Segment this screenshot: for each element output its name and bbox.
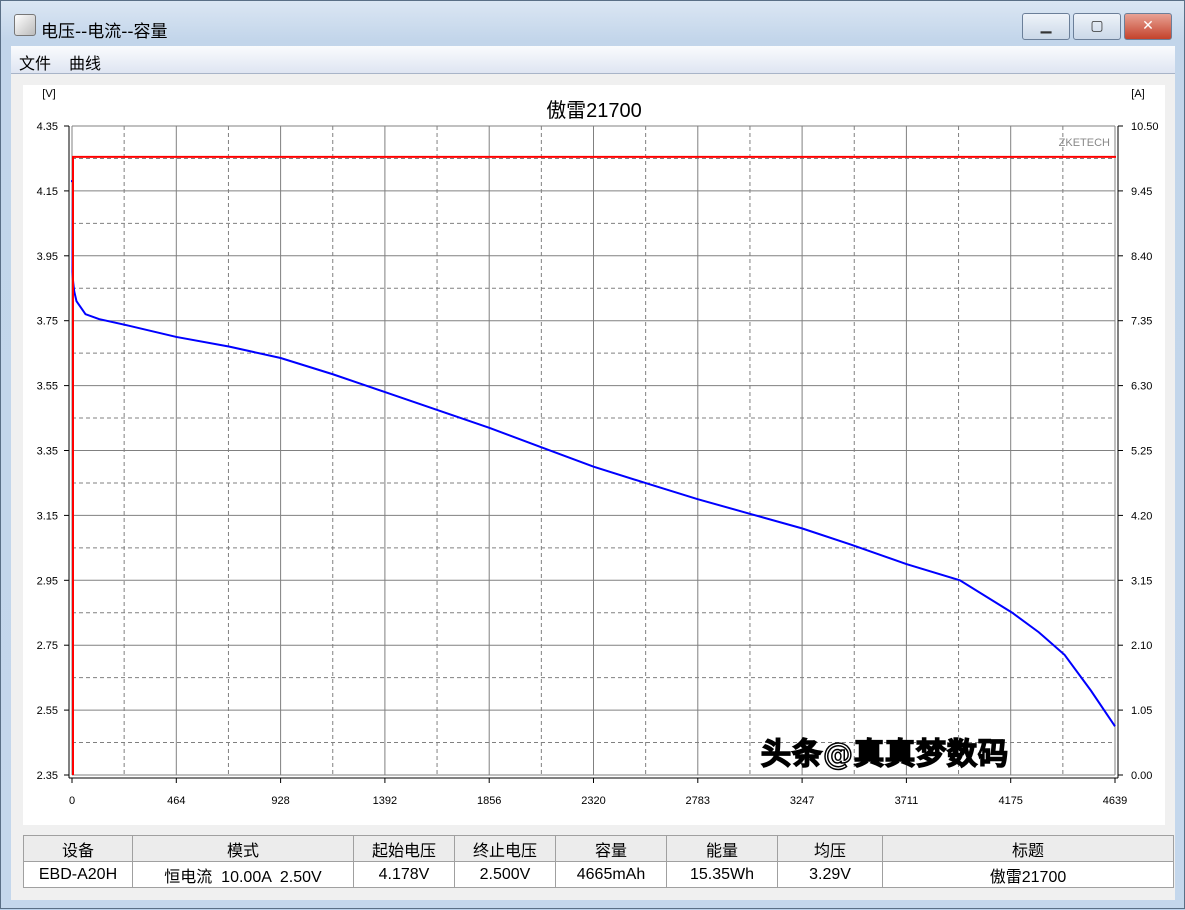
y-right-tick-label: 7.35 — [1131, 316, 1152, 328]
value-avg-voltage: 3.29V — [777, 861, 883, 888]
y-right-tick-label: 9.45 — [1131, 186, 1152, 198]
y-right-tick-label: 4.20 — [1131, 510, 1152, 522]
y-right-tick-label: 8.40 — [1131, 251, 1152, 263]
y-left-tick-label: 4.35 — [37, 121, 58, 133]
y-left-tick-label: 3.15 — [37, 510, 58, 522]
y-right-tick-label: 1.05 — [1131, 705, 1152, 717]
chart-title: 傲雷21700 — [546, 99, 642, 122]
y-right-tick-label: 3.15 — [1131, 575, 1152, 587]
result-table: 设备 模式 起始电压 终止电压 容量 能量 均压 标题 EBD-A20H 恒电流 10.00A … — [23, 835, 1174, 888]
y-right-tick-label: 5.25 — [1131, 446, 1152, 458]
x-tick-label: 1856 — [477, 795, 501, 807]
x-tick-label: 3711 — [895, 795, 919, 807]
y-left-tick-label: 3.75 — [37, 316, 58, 328]
header-title: 标题 — [882, 835, 1174, 862]
header-start-voltage: 起始电压 — [353, 835, 455, 862]
menu-curve[interactable]: 曲线 — [69, 54, 102, 73]
window-title: 电压--电流--容量 — [41, 22, 168, 42]
y-left-tick-label: 2.55 — [37, 705, 58, 717]
current-series-line — [72, 155, 1116, 775]
close-icon: ✕ — [1142, 18, 1154, 34]
right-axis-label: [A] — [1131, 88, 1144, 100]
x-tick-label: 3247 — [790, 795, 814, 807]
x-tick-label: 4175 — [998, 795, 1022, 807]
app-icon — [14, 14, 36, 36]
close-button[interactable]: ✕ — [1124, 13, 1172, 40]
left-axis-label: [V] — [42, 88, 55, 100]
voltage-series-line — [71, 180, 1116, 727]
maximize-button[interactable]: ▢ — [1073, 13, 1121, 40]
x-tick-label: 2320 — [581, 795, 605, 807]
y-right-tick-label: 10.50 — [1131, 121, 1159, 133]
header-avg-voltage: 均压 — [777, 835, 883, 862]
y-left-tick-label: 3.95 — [37, 251, 58, 263]
header-device: 设备 — [23, 835, 133, 862]
maximize-icon: ▢ — [1090, 18, 1104, 34]
value-end-voltage: 2.500V — [454, 861, 556, 888]
value-title: 傲雷21700 — [882, 861, 1174, 888]
y-left-tick-label: 2.95 — [37, 575, 58, 587]
y-left-tick-label: 2.35 — [37, 770, 58, 782]
y-left-tick-label: 4.15 — [37, 186, 58, 198]
value-energy: 15.35Wh — [666, 861, 778, 888]
value-device: EBD-A20H — [23, 861, 133, 888]
y-right-tick-label: 0.00 — [1131, 770, 1152, 782]
header-capacity: 容量 — [555, 835, 667, 862]
brand-label: ZKETECH — [1059, 137, 1110, 149]
header-energy: 能量 — [666, 835, 778, 862]
x-tick-label: 2783 — [686, 795, 710, 807]
value-mode: 恒电流 10.00A 2.50V — [132, 861, 354, 888]
x-tick-label: 4639 — [1103, 795, 1127, 807]
value-start-voltage: 4.178V — [353, 861, 455, 888]
watermark: 头条@真真梦数码 — [760, 736, 1009, 773]
x-tick-label: 464 — [167, 795, 185, 807]
y-left-tick-label: 3.35 — [37, 446, 58, 458]
x-tick-label: 928 — [271, 795, 289, 807]
minimize-icon: ▁ — [1040, 18, 1052, 34]
header-end-voltage: 终止电压 — [454, 835, 556, 862]
header-mode: 模式 — [132, 835, 354, 862]
y-left-tick-label: 3.55 — [37, 381, 58, 393]
y-right-tick-label: 2.10 — [1131, 640, 1152, 652]
y-right-tick-label: 6.30 — [1131, 381, 1152, 393]
minimize-button[interactable]: ▁ — [1022, 13, 1070, 40]
x-tick-label: 0 — [69, 795, 75, 807]
menu-file[interactable]: 文件 — [19, 54, 52, 73]
menu-bar: 文件 曲线 — [11, 46, 1175, 74]
x-tick-label: 1392 — [373, 795, 397, 807]
y-left-tick-label: 2.75 — [37, 640, 58, 652]
value-capacity: 4665mAh — [555, 861, 667, 888]
